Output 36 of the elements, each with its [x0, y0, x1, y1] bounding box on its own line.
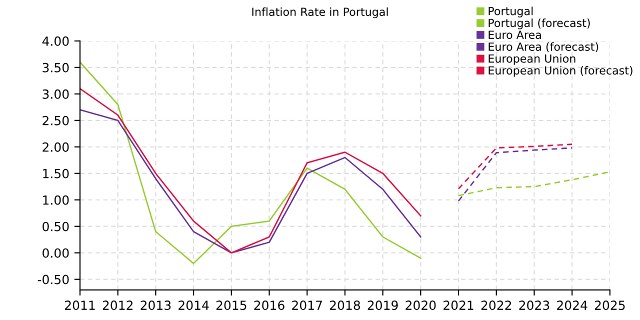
x-tick-label: 2012 [102, 300, 133, 310]
y-tick-label: 2.00 [42, 142, 69, 152]
x-tick-label: 2025 [594, 300, 625, 310]
x-tick-label: 2016 [254, 300, 284, 310]
x-tick-label: 2015 [216, 300, 246, 310]
x-tick-label: 2019 [368, 300, 398, 310]
y-tick-label: 0.50 [42, 222, 69, 232]
legend-label: Euro Area [488, 30, 541, 39]
legend-label: Portugal (forecast) [488, 18, 590, 30]
x-tick-label: 2023 [519, 300, 550, 310]
y-tick-label: -0.50 [38, 274, 69, 284]
x-tick-label: 2018 [330, 300, 360, 310]
x-tick-label: 2011 [65, 300, 95, 310]
line-series [458, 147, 573, 202]
y-tick-label: 1.50 [43, 168, 69, 178]
legend-label: Portugal [488, 6, 533, 18]
legend-label: European Union (forecast) [488, 66, 632, 77]
y-tick-label: 0.00 [42, 248, 69, 258]
chart-title: Inflation Rate in Portugal [252, 7, 388, 18]
y-tick-label: 3.00 [42, 89, 69, 99]
x-tick-label: 2017 [292, 300, 322, 310]
y-tick-label: 3.50 [42, 62, 69, 72]
x-tick-label: 2020 [406, 300, 436, 310]
y-tick-label: 2.50 [42, 116, 69, 126]
x-tick-label: 2014 [178, 300, 209, 310]
legend-label: European Union [488, 54, 576, 65]
x-tick-label: 2022 [481, 300, 512, 310]
line-series [80, 61, 422, 264]
line-series [458, 171, 610, 196]
x-tick-label: 2013 [140, 300, 171, 310]
legend-label: Euro Area (forecast) [488, 42, 598, 52]
y-tick-label: 4.00 [42, 36, 69, 46]
y-tick-label: 1.00 [43, 195, 69, 205]
x-tick-label: 2024 [557, 300, 588, 310]
x-tick-label: 2021 [444, 300, 474, 310]
line-series [458, 144, 573, 190]
